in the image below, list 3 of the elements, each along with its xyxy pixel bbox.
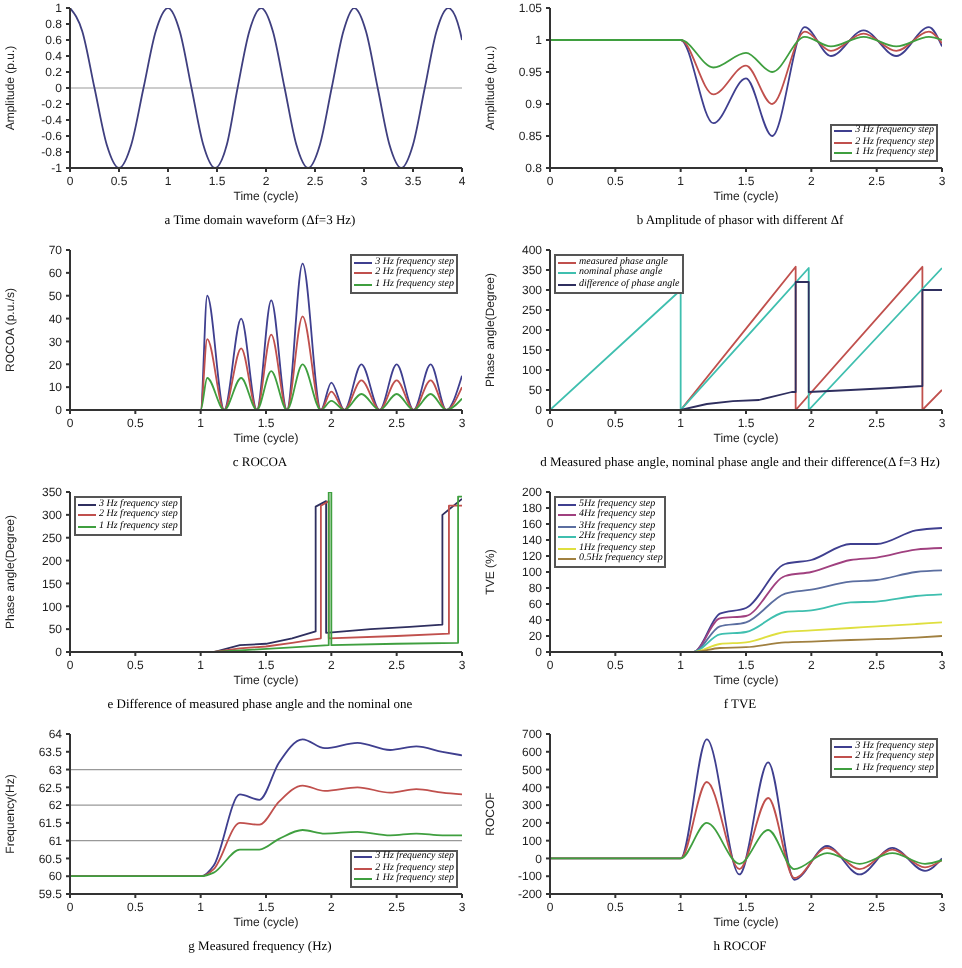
line-series	[550, 35, 942, 73]
line-series	[550, 821, 942, 871]
line-series	[70, 8, 462, 168]
